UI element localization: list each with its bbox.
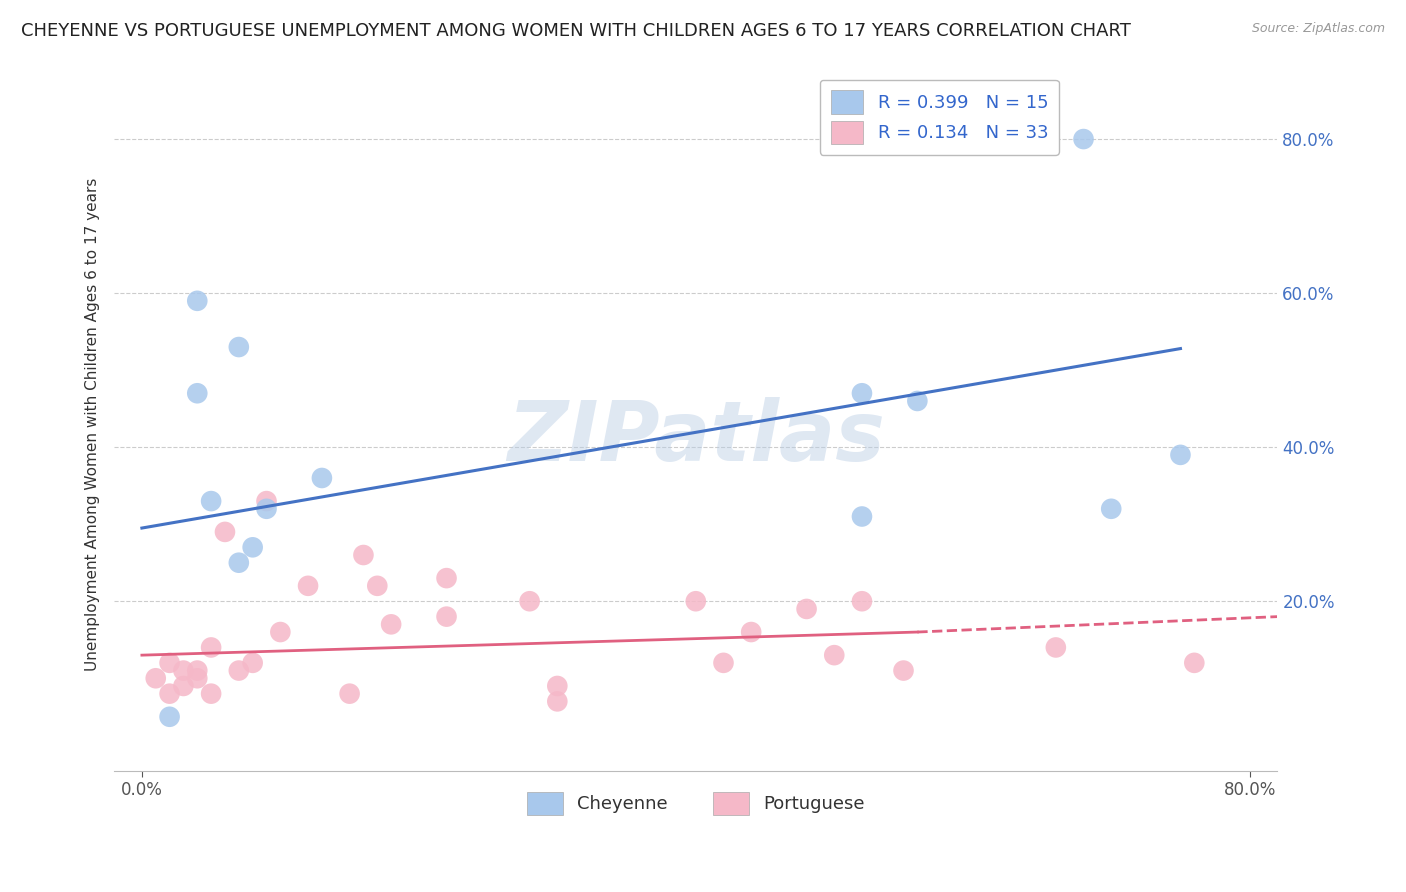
Point (893, 664, 915, 678)
Point (145, 671, 167, 685)
Point (1182, 656, 1205, 670)
Point (713, 656, 735, 670)
Point (256, 494, 278, 508)
Point (905, 394, 928, 409)
Point (311, 471, 333, 485)
Point (242, 656, 264, 670)
Point (380, 617, 402, 632)
Point (228, 664, 250, 678)
Point (186, 664, 208, 678)
Text: Source: ZipAtlas.com: Source: ZipAtlas.com (1251, 22, 1385, 36)
Point (851, 594, 873, 608)
Point (851, 509, 873, 524)
Point (159, 687, 181, 701)
Point (172, 679, 194, 693)
Point (823, 648, 845, 662)
Point (242, 541, 264, 555)
Point (256, 501, 278, 516)
Point (159, 710, 181, 724)
Point (228, 556, 250, 570)
Point (436, 609, 458, 624)
Point (339, 687, 361, 701)
Point (186, 386, 208, 401)
Point (200, 640, 222, 655)
Point (685, 594, 707, 608)
Point (269, 625, 291, 640)
Point (519, 594, 541, 608)
Point (297, 579, 319, 593)
Point (546, 679, 568, 693)
Point (436, 571, 458, 585)
Point (851, 386, 873, 401)
Point (200, 494, 222, 508)
Point (740, 625, 762, 640)
Point (366, 579, 388, 593)
Text: CHEYENNE VS PORTUGUESE UNEMPLOYMENT AMONG WOMEN WITH CHILDREN AGES 6 TO 17 YEARS: CHEYENNE VS PORTUGUESE UNEMPLOYMENT AMON… (21, 22, 1130, 40)
Point (1170, 448, 1192, 462)
Point (186, 293, 208, 308)
Point (1073, 132, 1095, 146)
Point (1045, 640, 1067, 655)
Point (214, 524, 236, 539)
Legend: Cheyenne, Portuguese: Cheyenne, Portuguese (517, 783, 875, 824)
Point (352, 548, 374, 562)
Point (1099, 501, 1122, 516)
Text: ZIPatlas: ZIPatlas (506, 398, 884, 478)
Point (228, 340, 250, 354)
Point (159, 656, 181, 670)
Point (546, 694, 568, 708)
Y-axis label: Unemployment Among Women with Children Ages 6 to 17 years: Unemployment Among Women with Children A… (86, 178, 100, 671)
Point (200, 687, 222, 701)
Point (186, 671, 208, 685)
Point (172, 664, 194, 678)
Point (796, 602, 818, 616)
